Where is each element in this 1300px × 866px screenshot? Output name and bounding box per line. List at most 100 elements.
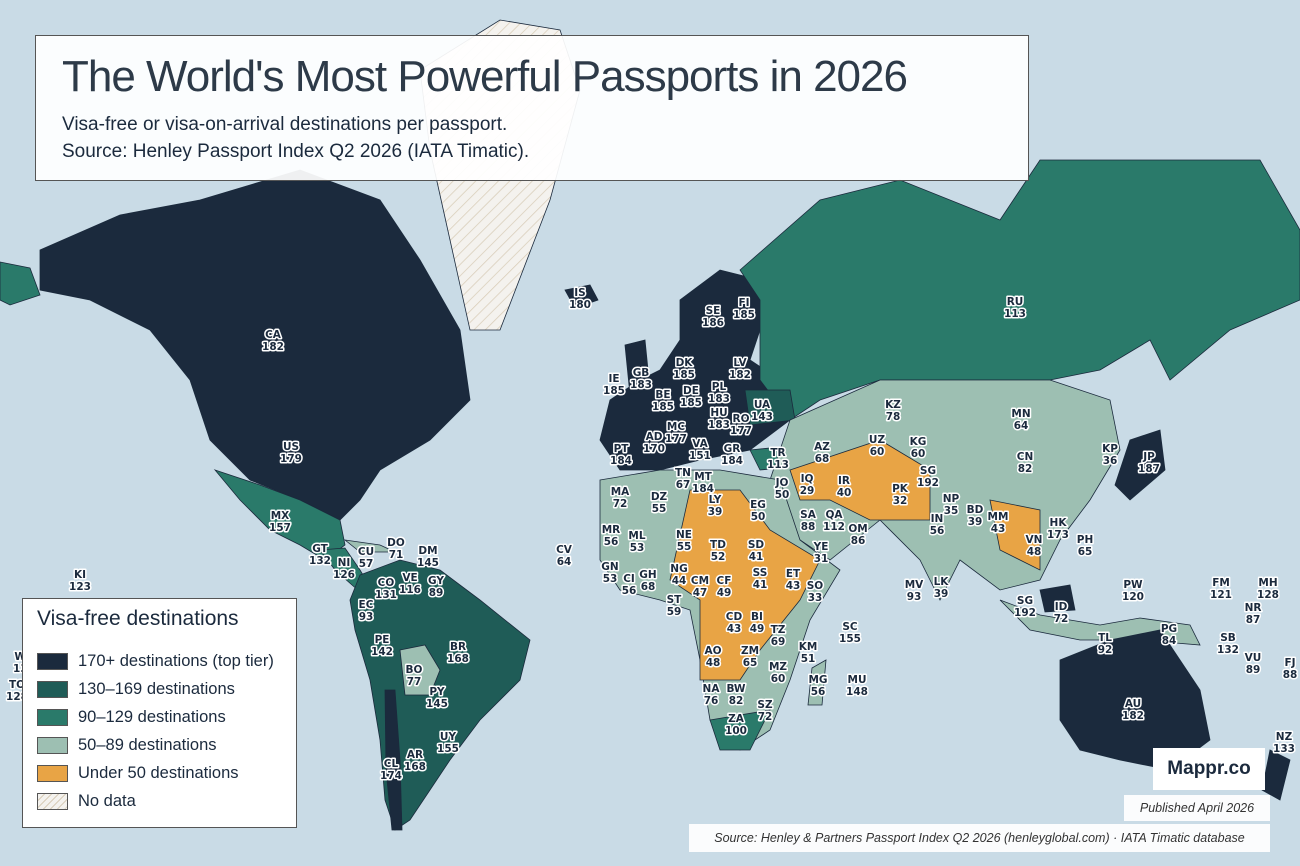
- country-label-cu: CU 57: [358, 546, 374, 570]
- region-uk: [624, 339, 651, 396]
- country-label-fm: FM 121: [1210, 577, 1232, 601]
- region-madagascar: [807, 659, 827, 706]
- country-label-sd: SD 41: [748, 539, 765, 563]
- country-label-pk: PK 32: [892, 483, 909, 507]
- country-label-vu: VU 89: [1245, 652, 1262, 676]
- country-label-nz: NZ 133: [1273, 731, 1295, 755]
- region-north-america: [39, 169, 471, 521]
- country-label-cv: CV 64: [556, 544, 573, 568]
- country-label-ru: RU 113: [1004, 296, 1026, 320]
- country-label-au: AU 182: [1122, 698, 1144, 722]
- country-label-gh: GH 68: [639, 569, 656, 593]
- page-title: The World's Most Powerful Passports in 2…: [62, 52, 908, 101]
- country-label-in: IN 56: [930, 513, 945, 537]
- country-label-pt: PT 184: [610, 443, 632, 467]
- country-label-tz: TZ 69: [771, 624, 786, 648]
- legend-swatch: [37, 652, 68, 670]
- country-label-ng: NG 44: [670, 563, 687, 587]
- legend-label: 170+ destinations (top tier): [78, 651, 274, 670]
- country-label-cf: CF 49: [717, 575, 732, 599]
- country-label-bi: BI 49: [750, 611, 765, 635]
- country-label-be: BE 185: [652, 389, 674, 413]
- country-label-na: NA 76: [703, 683, 721, 707]
- source-credit: Source: Henley & Partners Passport Index…: [689, 824, 1270, 852]
- country-label-mz: MZ 60: [769, 661, 787, 685]
- legend-swatch: [37, 736, 68, 754]
- region-bolivia: [399, 644, 441, 696]
- country-label-jp: JP 187: [1138, 451, 1160, 475]
- country-label-bo: BO 77: [406, 664, 423, 688]
- country-label-ci: CI 56: [622, 573, 637, 597]
- published-date: Published April 2026: [1124, 795, 1270, 821]
- country-label-co: CO 131: [375, 577, 397, 601]
- country-label-mx: MX 157: [269, 510, 291, 534]
- country-label-ca: CA 182: [262, 329, 284, 353]
- region-africa-low: [669, 489, 821, 681]
- country-label-ss: SS 41: [753, 567, 768, 591]
- country-label-az: AZ 68: [814, 441, 830, 465]
- country-label-pe: PE 142: [371, 634, 393, 658]
- country-label-zm: ZM 65: [741, 645, 759, 669]
- country-label-ua: UA 143: [751, 399, 773, 423]
- region-cuba: [343, 539, 396, 553]
- legend-item-under-50: Under 50 destinations: [37, 759, 282, 787]
- country-label-cm: CM 47: [691, 575, 709, 599]
- country-label-hk: HK 173: [1047, 517, 1069, 541]
- country-label-mc: MC 177: [665, 421, 687, 445]
- country-label-nr: NR 87: [1245, 602, 1262, 626]
- country-label-ph: PH 65: [1077, 534, 1093, 558]
- country-label-cd: CD 43: [726, 611, 743, 635]
- country-label-se: SE 186: [702, 305, 724, 329]
- country-label-sg: SG 192: [917, 465, 939, 489]
- legend-item-130-169: 130–169 destinations: [37, 675, 282, 703]
- mappr-logo: Mappr.co: [1153, 748, 1265, 790]
- country-label-gt: GT 132: [309, 543, 331, 567]
- country-label-mm: MM 43: [988, 511, 1009, 535]
- country-label-bd: BD 39: [967, 504, 984, 528]
- country-label-va: VA 151: [689, 438, 711, 462]
- country-label-ie: IE 185: [603, 373, 625, 397]
- country-label-dz: DZ 55: [651, 491, 668, 515]
- country-label-kz: KZ 78: [885, 399, 901, 423]
- country-label-mg: MG 56: [808, 674, 827, 698]
- legend-swatch: [37, 680, 68, 698]
- country-label-jo: JO 50: [775, 477, 790, 501]
- country-label-fi: FI 185: [733, 297, 755, 321]
- country-label-us: US 179: [280, 441, 302, 465]
- country-label-sg: SG 192: [1014, 595, 1036, 619]
- country-label-sz: SZ 72: [757, 699, 773, 723]
- country-label-dk: DK 185: [673, 357, 695, 381]
- country-label-kp: KP 36: [1102, 443, 1118, 467]
- country-label-ye: YE 31: [813, 541, 829, 565]
- country-label-pg: PG 84: [1161, 623, 1177, 647]
- country-label-gr: GR 184: [721, 443, 743, 467]
- region-iceland: [564, 284, 599, 309]
- country-label-lk: LK 39: [934, 576, 950, 600]
- subtitle-line-2: Source: Henley Passport Index Q2 2026 (I…: [62, 141, 530, 162]
- country-label-de: DE 185: [680, 385, 702, 409]
- legend: Visa-free destinations 170+ destinations…: [22, 598, 297, 828]
- country-label-km: KM 51: [799, 641, 818, 665]
- country-label-ni: NI 126: [333, 557, 355, 581]
- country-label-et: ET 43: [786, 568, 801, 592]
- country-label-sc: SC 155: [839, 621, 861, 645]
- country-label-id: ID 72: [1054, 601, 1069, 625]
- country-label-ma: MA 72: [611, 486, 630, 510]
- legend-label: 90–129 destinations: [78, 707, 226, 726]
- country-label-hu: HU 183: [708, 407, 730, 431]
- country-label-ar: AR 168: [404, 749, 426, 773]
- country-label-mn: MN 64: [1011, 408, 1030, 432]
- country-label-pw: PW 120: [1122, 579, 1144, 603]
- country-label-uy: UY 155: [437, 731, 459, 755]
- country-label-mr: MR 56: [602, 524, 621, 548]
- country-label-tn: TN 67: [675, 467, 691, 491]
- country-label-lv: LV 182: [729, 357, 751, 381]
- country-label-br: BR 168: [447, 641, 469, 665]
- legend-swatch-hatched: [37, 792, 68, 810]
- region-new-zealand: [1261, 749, 1291, 801]
- country-label-dm: DM 145: [417, 545, 439, 569]
- country-label-ve: VE 116: [399, 572, 421, 596]
- country-label-gn: GN 53: [601, 561, 618, 585]
